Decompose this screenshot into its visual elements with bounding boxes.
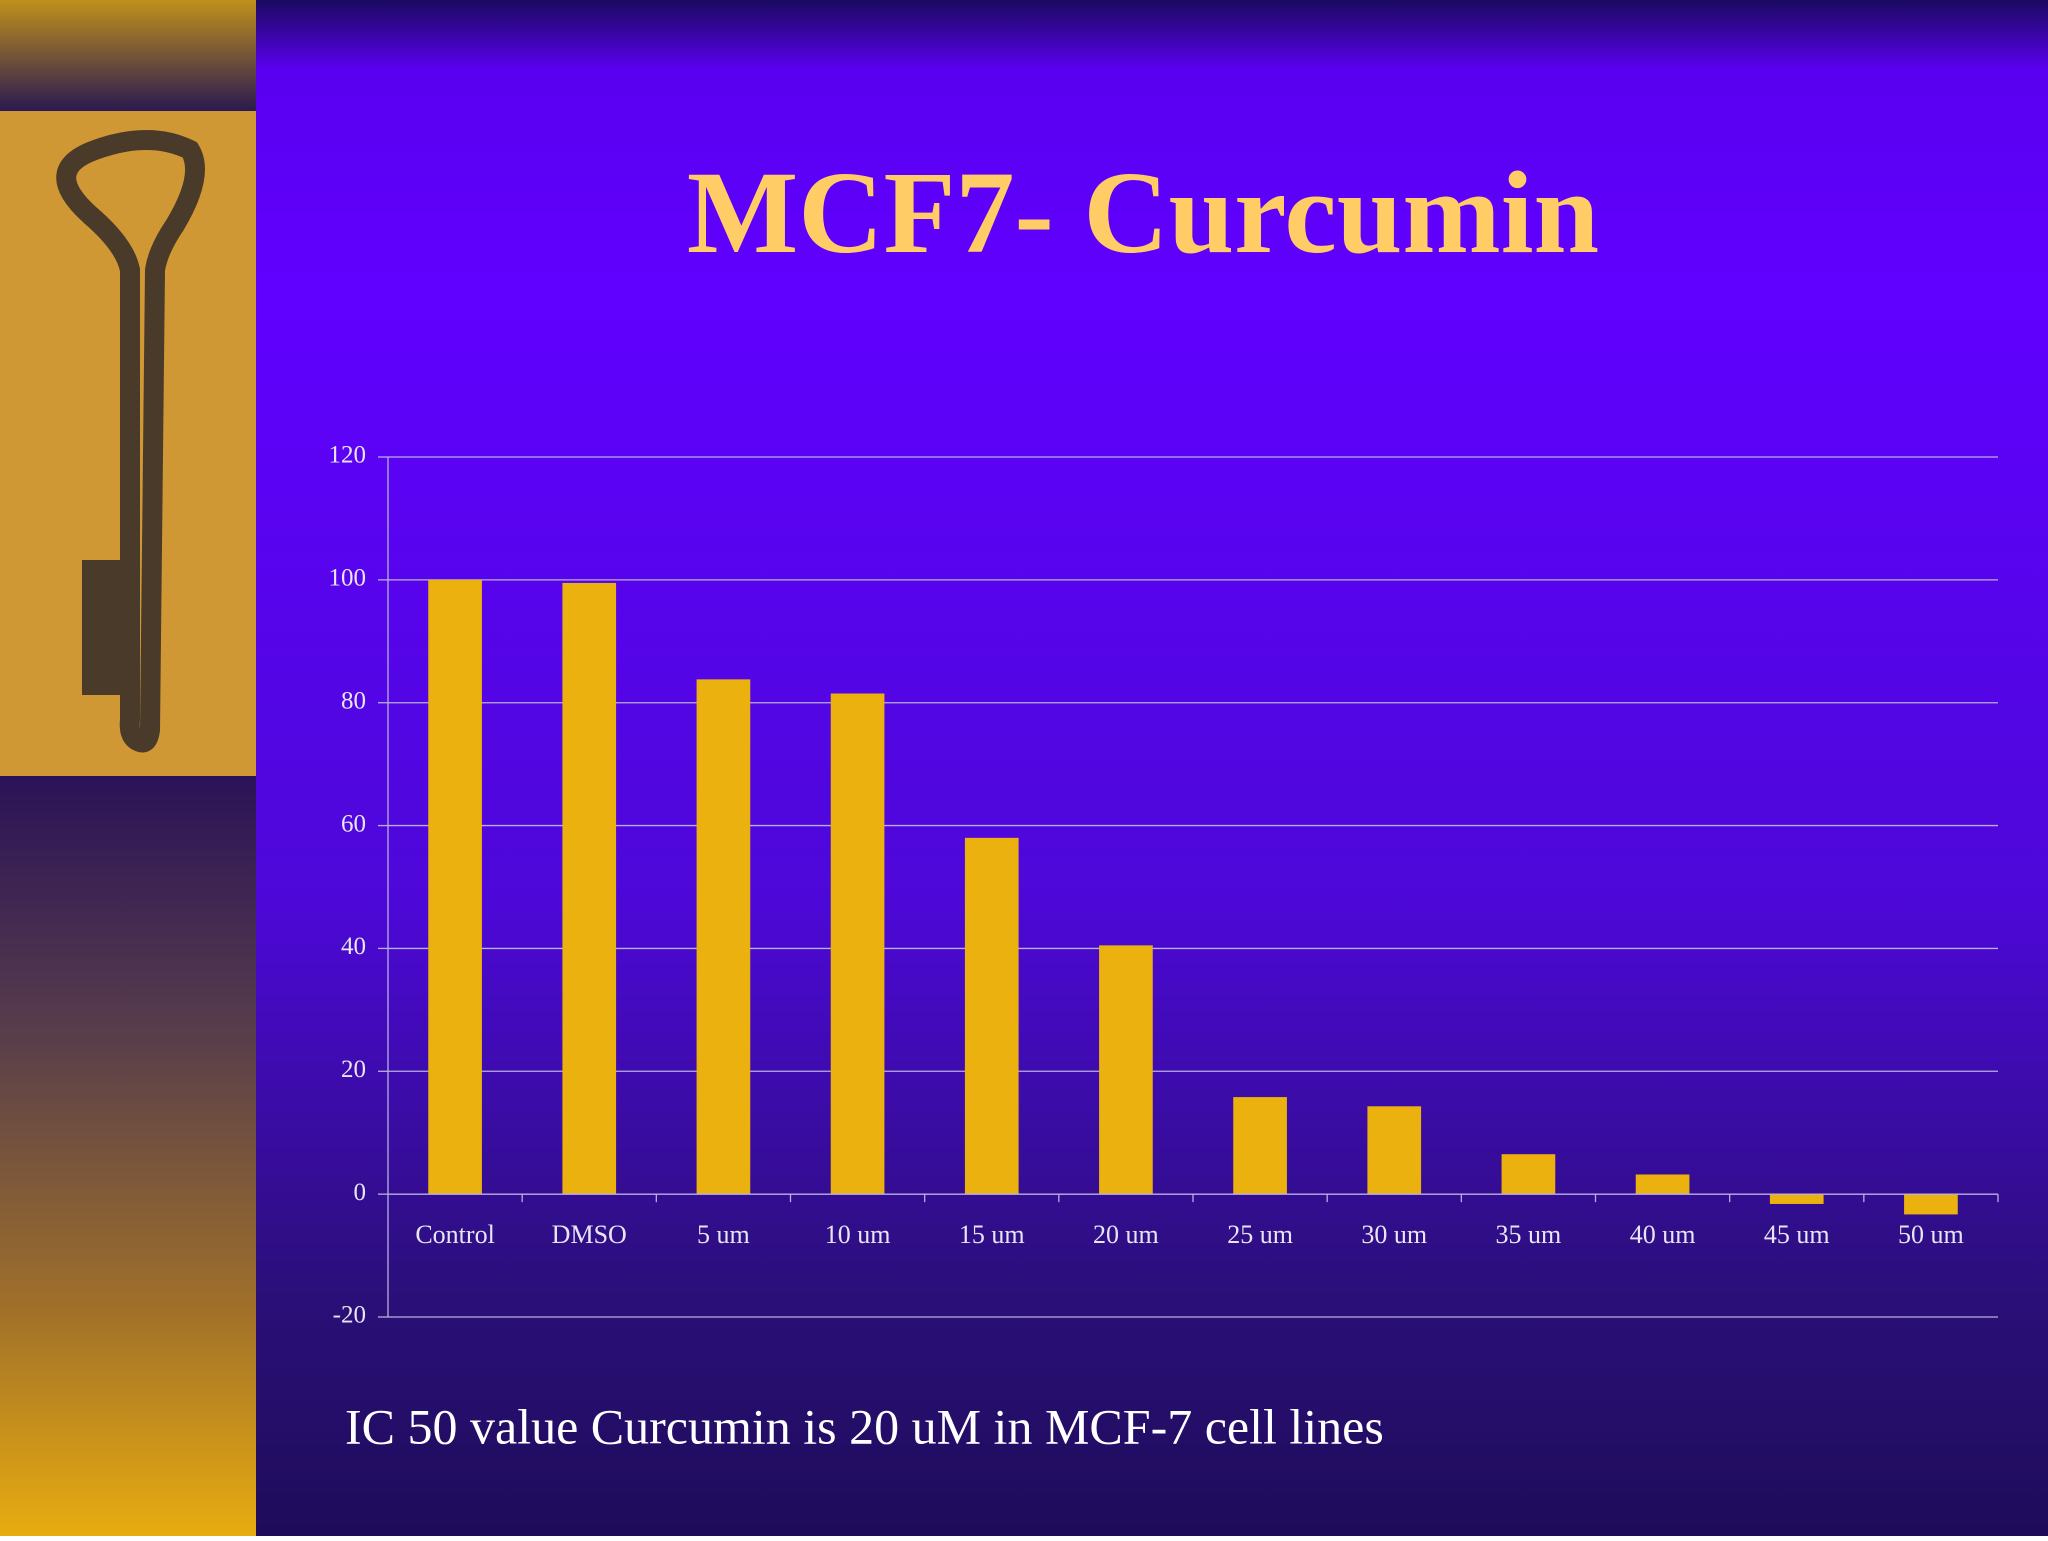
bar: [1635, 1174, 1690, 1195]
chart-title: MCF7- Curcumin: [687, 147, 1599, 278]
y-tick-label: 60: [341, 810, 366, 837]
side-strip: [0, 0, 256, 111]
x-tick-label: 35 um: [1496, 1220, 1562, 1249]
bar: [1233, 1097, 1287, 1195]
y-tick-label: 100: [329, 565, 367, 592]
bar: [1904, 1194, 1958, 1215]
y-tick-label: 40: [341, 933, 366, 960]
y-tick-label: -20: [333, 1302, 366, 1329]
y-tick-label: 0: [354, 1179, 367, 1206]
x-tick-label: 10 um: [825, 1220, 891, 1249]
x-tick-label: DMSO: [552, 1220, 627, 1249]
x-tick-label: 5 um: [697, 1220, 750, 1249]
x-tick-label: 20 um: [1093, 1220, 1159, 1249]
x-tick-label: Control: [415, 1220, 494, 1249]
bar: [1099, 945, 1153, 1195]
bar: [696, 679, 751, 1195]
annotation: IC 50 value Curcumin is 20 uM in MCF-7 c…: [345, 1398, 1384, 1454]
y-tick-label: 80: [341, 687, 366, 714]
x-tick-label: 45 um: [1764, 1220, 1830, 1249]
key-picture: [0, 111, 256, 776]
x-tick-label: 30 um: [1361, 1220, 1427, 1249]
x-tick-label: 25 um: [1227, 1220, 1293, 1249]
y-tick-label: 20: [341, 1056, 366, 1083]
bar: [1769, 1194, 1824, 1204]
bar: [428, 579, 482, 1195]
bar: [830, 693, 885, 1195]
bar: [964, 837, 1019, 1195]
x-tick-label: 40 um: [1630, 1220, 1696, 1249]
x-tick-label: 50 um: [1898, 1220, 1964, 1249]
side-panel: [0, 776, 256, 1536]
bar: [1501, 1154, 1556, 1195]
x-tick-label: 15 um: [959, 1220, 1025, 1249]
bar: [1367, 1106, 1422, 1195]
y-tick-label: 120: [329, 442, 367, 469]
bar: [562, 582, 617, 1195]
